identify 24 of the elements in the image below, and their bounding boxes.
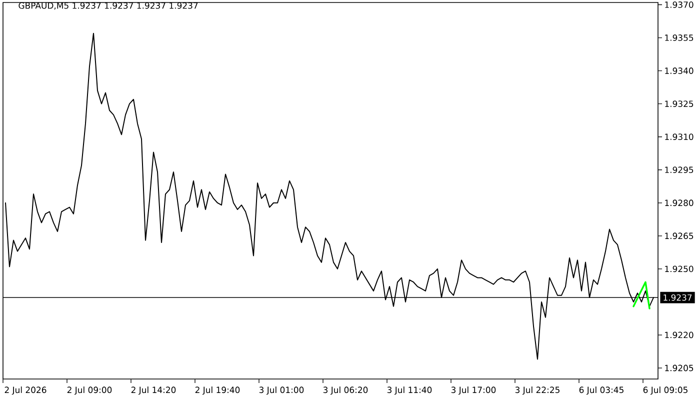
- x-tick-label: 2 Jul 2026: [4, 386, 46, 395]
- x-tick-label: 3 Jul 01:00: [259, 386, 304, 395]
- x-tick-label: 6 Jul 09:05: [643, 386, 688, 395]
- y-tick-label: 1.9310: [665, 134, 694, 140]
- y-tick-label: 1.9370: [665, 2, 694, 8]
- x-tick-label: 2 Jul 14:20: [131, 386, 176, 395]
- x-tick-label: 2 Jul 19:40: [195, 386, 240, 395]
- y-tick-label: 1.9280: [665, 200, 694, 206]
- x-tick-label: 2 Jul 09:00: [67, 386, 112, 395]
- y-tick-label: 1.9340: [665, 68, 694, 74]
- y-tick-label: 1.9325: [665, 100, 694, 107]
- x-tick-label: 3 Jul 11:40: [387, 386, 432, 395]
- x-tick-label: 3 Jul 22:25: [515, 386, 560, 395]
- y-tick-label: 1.9250: [665, 266, 694, 272]
- ref-line-label: 1.9237: [664, 294, 692, 301]
- x-tick-label: 3 Jul 06:20: [323, 386, 368, 395]
- y-tick-label: 1.9295: [665, 166, 694, 174]
- x-tick-label: 6 Jul 03:45: [579, 386, 624, 395]
- y-tick-label: 1.9205: [665, 364, 694, 372]
- y-tick-label: 1.9220: [665, 332, 694, 338]
- x-tick-label: 3 Jul 17:00: [451, 386, 496, 395]
- chart-title: GBPAUD,M5 1.9237 1.9237 1.9237 1.9237: [18, 2, 198, 10]
- y-tick-label: 1.9355: [665, 34, 694, 41]
- y-tick-label: 1.9265: [665, 232, 694, 240]
